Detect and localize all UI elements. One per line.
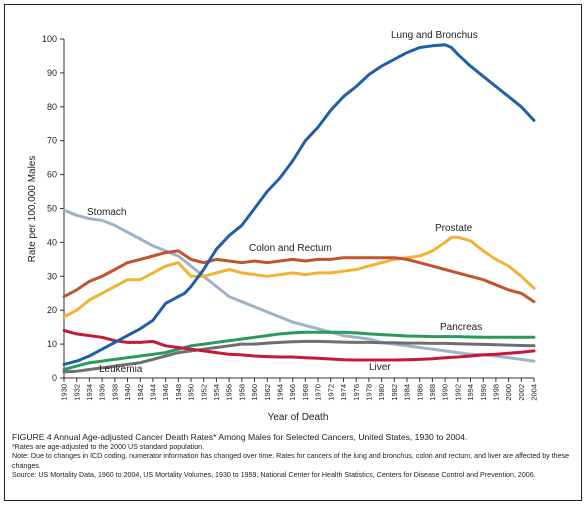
x-tick-label: 1964 [276,384,285,401]
x-tick-label: 1966 [288,384,297,401]
series-line-liver [62,329,536,362]
x-tick-label: 1954 [212,384,221,401]
x-tick-label: 1988 [428,384,437,401]
x-tick-label: 1952 [199,384,208,401]
series-label-pancreas: Pancreas [440,322,482,333]
x-tick-label: 1986 [415,384,424,401]
y-tick-label: 60 [47,170,57,180]
y-tick-label: 0 [52,373,57,383]
series-label-lung-and-bronchus: Lung and Bronchus [391,30,478,41]
y-axis-title: Rate per 100,000 Males [27,156,38,263]
series-label-colon-and-rectum: Colon and Rectum [249,243,332,254]
x-tick-label: 1938 [110,384,119,401]
series-line-stomach [62,208,536,363]
x-tick-label: 1992 [453,384,462,401]
x-tick-label: 1936 [98,384,107,401]
series-label-leukemia: Leukemia [99,364,143,375]
series-layer [62,43,536,374]
x-tick-label: 1996 [479,384,488,401]
x-tick-label: 1998 [491,384,500,401]
y-tick-label: 30 [47,271,57,281]
x-tick-label: 1976 [352,384,361,401]
x-tick-label: 1982 [390,384,399,401]
series-line-lung-and-bronchus [62,43,536,366]
x-tick-label: 1940 [123,384,132,401]
caption-source: Source: US Mortality Data, 1960 to 2004,… [12,471,536,480]
x-tick-label: 1990 [441,384,450,401]
series-line-colon-and-rectum [62,249,536,304]
series-label-stomach: Stomach [87,207,126,218]
x-tick-label: 2000 [504,384,513,401]
y-tick-label: 40 [47,237,57,247]
x-tick-label: 1972 [326,384,335,401]
caption-footnote: *Rates are age-adjusted to the 2000 US s… [12,443,205,451]
x-tick-label: 1948 [174,384,183,401]
x-tick-label: 1942 [136,384,145,401]
figure-caption: FIGURE 4 Annual Age-adjusted Cancer Deat… [12,432,576,481]
x-tick-label: 1934 [85,384,94,401]
x-tick-label: 1944 [149,384,158,401]
series-label-liver: Liver [369,362,391,373]
series-line-leukemia [62,339,536,374]
x-tick-label: 1950 [187,384,196,401]
x-tick-label: 1978 [364,384,373,401]
x-tick-label: 1962 [263,384,272,401]
x-tick-label: 1956 [225,384,234,401]
x-tick-label: 1958 [237,384,246,401]
x-tick-label: 1930 [60,384,69,401]
series-labels-layer: Lung and Bronchus Stomach Colon and Rectum… [87,30,482,375]
series-label-prostate: Prostate [435,223,473,234]
y-tick-label: 80 [47,102,57,112]
y-tick-label: 70 [47,136,57,146]
x-tick-label: 1984 [403,384,412,401]
x-axis-title: Year of Death [268,412,329,423]
x-tick-label: 1970 [314,384,323,401]
x-tick-label: 1960 [250,384,259,401]
y-tick-label: 100 [42,34,57,44]
x-tick-label: 1932 [72,384,81,401]
series-line-pancreas [62,330,536,371]
x-tick-label: 2002 [517,384,526,401]
x-tick-label: 1968 [301,384,310,401]
y-tick-label: 90 [47,68,57,78]
caption-note: Note: Due to changes in ICD coding, nume… [12,452,570,470]
y-tick-label: 50 [47,204,57,214]
y-tick-label: 20 [47,305,57,315]
x-tick-label: 1994 [466,384,475,401]
caption-title: FIGURE 4 Annual Age-adjusted Cancer Deat… [12,432,468,442]
series-line-prostate [62,235,536,319]
x-tick-label: 1974 [339,384,348,401]
x-tick-label: 1946 [161,384,170,401]
y-tick-label: 10 [47,339,57,349]
x-tick-label: 1980 [377,384,386,401]
x-tick-label: 2004 [530,384,539,401]
